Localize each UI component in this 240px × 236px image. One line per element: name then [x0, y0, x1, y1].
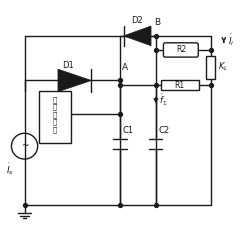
Polygon shape — [124, 26, 151, 46]
Text: $\dot{I}_s$: $\dot{I}_s$ — [6, 162, 14, 177]
Text: B: B — [154, 18, 160, 27]
Text: ~: ~ — [21, 141, 28, 150]
Bar — [161, 80, 199, 90]
Text: $\dot{I}_i$: $\dot{I}_i$ — [228, 33, 234, 48]
Text: D2: D2 — [132, 16, 143, 25]
Text: $\dot{f}_1$: $\dot{f}_1$ — [159, 93, 168, 108]
Text: 电
容
传
感
器: 电 容 传 感 器 — [53, 96, 57, 133]
Bar — [206, 56, 215, 79]
Bar — [39, 91, 71, 143]
Text: A: A — [122, 63, 128, 72]
Text: D1: D1 — [62, 61, 73, 70]
Text: R1: R1 — [174, 81, 185, 90]
Polygon shape — [58, 69, 91, 92]
Text: C1: C1 — [123, 126, 134, 135]
Text: $K_L$: $K_L$ — [218, 60, 228, 73]
Text: C2: C2 — [159, 126, 170, 135]
Text: R2: R2 — [176, 46, 186, 55]
FancyBboxPatch shape — [163, 43, 198, 57]
